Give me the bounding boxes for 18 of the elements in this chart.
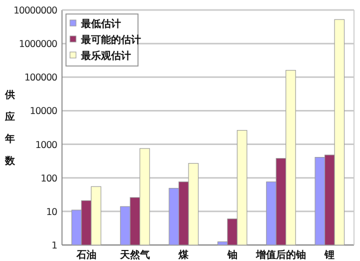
legend-label: 最低估计 xyxy=(80,18,121,30)
x-tick-label: 石油 xyxy=(75,249,96,261)
legend-label: 最可能的估计 xyxy=(80,34,141,46)
y-tick-label: 1000 xyxy=(35,140,58,151)
y-axis-title: 供应年数 xyxy=(4,89,16,167)
y-tick-label: 1000000 xyxy=(18,39,58,50)
y-tick-label: 100 xyxy=(40,173,58,184)
y-tick-label: 10000000 xyxy=(13,6,58,16)
y-tick-label: 100000 xyxy=(24,72,58,84)
x-tick-label: 锂 xyxy=(324,249,335,261)
legend-label: 最乐观估计 xyxy=(80,50,131,62)
x-tick-label: 铀 xyxy=(226,249,238,261)
x-tick-label: 煤 xyxy=(178,249,190,261)
y-tick-label: 10 xyxy=(46,206,58,218)
x-tick-label: 天然气 xyxy=(119,249,150,261)
y-tick-label: 1 xyxy=(52,240,58,252)
x-tick-label: 增值后的铀 xyxy=(255,249,306,261)
y-tick-label: 10000 xyxy=(30,106,58,118)
